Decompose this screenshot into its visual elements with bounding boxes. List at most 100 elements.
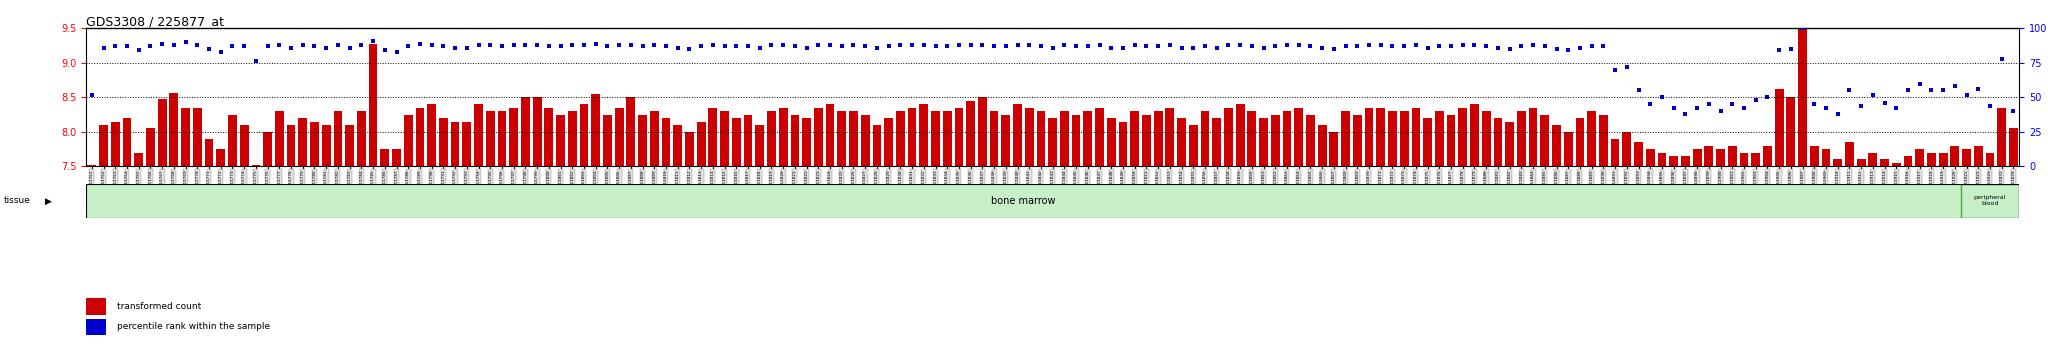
Bar bbox=[180, 108, 190, 166]
Bar bbox=[1470, 104, 1479, 166]
Bar bbox=[1235, 104, 1245, 166]
Point bbox=[1165, 45, 1198, 51]
Bar bbox=[557, 115, 565, 166]
Text: ▶: ▶ bbox=[45, 196, 51, 205]
Point bbox=[1610, 64, 1642, 70]
Point bbox=[649, 44, 682, 49]
Point bbox=[1716, 101, 1749, 107]
Bar bbox=[252, 165, 260, 166]
Bar bbox=[920, 104, 928, 166]
Bar bbox=[1178, 118, 1186, 166]
Point bbox=[1001, 42, 1034, 48]
Bar bbox=[1974, 146, 1982, 166]
Point bbox=[1294, 44, 1327, 49]
Point bbox=[1962, 86, 1995, 92]
Bar bbox=[1225, 108, 1233, 166]
Bar bbox=[967, 101, 975, 166]
Point bbox=[322, 42, 354, 48]
Bar bbox=[1739, 153, 1749, 166]
Bar bbox=[346, 125, 354, 166]
Bar bbox=[428, 104, 436, 166]
Bar bbox=[135, 153, 143, 166]
Bar bbox=[1987, 153, 1995, 166]
Point bbox=[1329, 44, 1362, 49]
Bar bbox=[1962, 149, 1970, 166]
Bar bbox=[1694, 149, 1702, 166]
Point bbox=[1845, 103, 1878, 108]
Bar bbox=[1153, 111, 1163, 166]
Point bbox=[1528, 44, 1561, 49]
Bar bbox=[1892, 163, 1901, 166]
Bar bbox=[309, 121, 319, 166]
Bar bbox=[1798, 27, 1806, 166]
Bar bbox=[1776, 89, 1784, 166]
Point bbox=[1376, 44, 1409, 49]
Bar bbox=[1552, 125, 1561, 166]
Bar bbox=[205, 139, 213, 166]
Bar bbox=[580, 104, 588, 166]
Point bbox=[766, 42, 799, 48]
Bar bbox=[520, 97, 530, 166]
Bar bbox=[1446, 115, 1456, 166]
Bar bbox=[709, 108, 717, 166]
Point bbox=[1389, 44, 1421, 49]
Bar bbox=[475, 104, 483, 166]
Bar bbox=[1540, 115, 1548, 166]
Bar bbox=[111, 121, 119, 166]
Bar bbox=[942, 111, 952, 166]
Point bbox=[473, 42, 506, 48]
Bar bbox=[532, 97, 541, 166]
Bar bbox=[170, 92, 178, 166]
Text: tissue: tissue bbox=[4, 196, 31, 205]
Point bbox=[721, 44, 754, 49]
Point bbox=[1985, 56, 2017, 62]
Point bbox=[416, 42, 449, 48]
Point bbox=[193, 46, 225, 52]
Point bbox=[555, 42, 588, 48]
Point bbox=[977, 44, 1010, 49]
Point bbox=[1071, 44, 1104, 49]
Point bbox=[1681, 105, 1714, 111]
Point bbox=[1903, 81, 1935, 86]
Bar bbox=[98, 125, 109, 166]
Point bbox=[1810, 105, 1843, 111]
Bar bbox=[545, 108, 553, 166]
Point bbox=[240, 59, 272, 64]
Bar bbox=[627, 97, 635, 166]
Bar bbox=[662, 118, 670, 166]
Bar bbox=[240, 125, 248, 166]
Bar bbox=[1610, 139, 1620, 166]
Point bbox=[510, 42, 543, 48]
Point bbox=[274, 45, 307, 51]
Point bbox=[451, 45, 483, 51]
Point bbox=[1106, 45, 1139, 51]
Bar bbox=[369, 44, 377, 166]
Bar bbox=[264, 132, 272, 166]
Bar bbox=[825, 104, 834, 166]
Point bbox=[684, 44, 717, 49]
Point bbox=[252, 44, 285, 49]
Point bbox=[344, 42, 377, 48]
Point bbox=[1049, 42, 1081, 48]
Bar bbox=[498, 111, 506, 166]
Bar bbox=[391, 149, 401, 166]
Point bbox=[1282, 42, 1315, 48]
Bar bbox=[1411, 108, 1421, 166]
Point bbox=[76, 92, 109, 97]
Point bbox=[1575, 44, 1608, 49]
Point bbox=[567, 42, 600, 48]
Bar bbox=[1960, 184, 2019, 218]
Point bbox=[1458, 42, 1491, 48]
Bar bbox=[438, 118, 449, 166]
Point bbox=[967, 42, 999, 48]
Bar bbox=[1130, 111, 1139, 166]
Point bbox=[1657, 105, 1690, 111]
Bar bbox=[299, 118, 307, 166]
Bar bbox=[1061, 111, 1069, 166]
Bar bbox=[1729, 146, 1737, 166]
Bar bbox=[602, 115, 612, 166]
Bar bbox=[684, 132, 694, 166]
Point bbox=[1130, 44, 1163, 49]
Point bbox=[1950, 92, 1982, 97]
Bar bbox=[674, 125, 682, 166]
